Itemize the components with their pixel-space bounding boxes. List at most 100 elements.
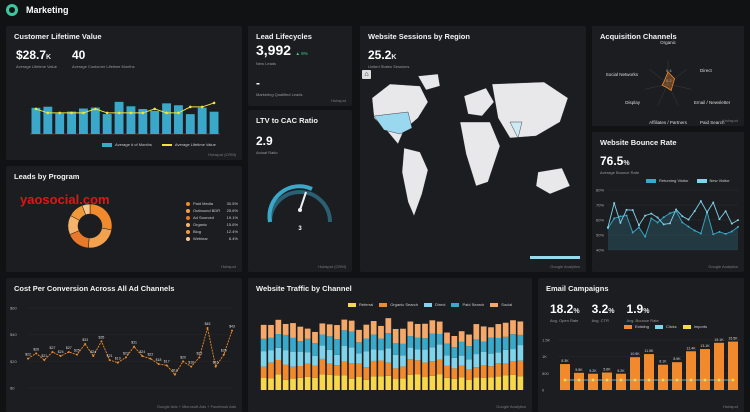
bounce-ytick: 70%: [596, 203, 604, 208]
cpc-data-label: $31: [131, 341, 137, 345]
gauge-track: [268, 190, 332, 223]
traffic-bar-segment: [422, 338, 428, 350]
leads-program-panel: Leads by Program yaosocial.com Paid Medi…: [6, 166, 242, 272]
map-usa: [373, 111, 413, 135]
bounce-point: [712, 233, 715, 236]
bounce-suffix: %: [623, 160, 630, 167]
traffic-bar-segment: [312, 355, 318, 366]
cpc-point: [198, 356, 201, 359]
traffic-bar-segment: [422, 362, 428, 378]
bounce-point: [724, 232, 727, 235]
cpc-point: [51, 351, 54, 353]
cpc-data-label: $21: [41, 354, 47, 358]
bounce-point: [718, 230, 721, 233]
traffic-bar-segment: [473, 339, 480, 355]
acq-label: Social Networks: [606, 72, 639, 77]
email-kpi-value: 3.2: [591, 302, 609, 316]
mql-value: -: [256, 76, 260, 90]
email-imports-point: [577, 378, 581, 382]
watermark-text: yaosocial.com: [20, 192, 110, 207]
clv-chart: [30, 101, 220, 135]
traffic-bar-segment: [290, 366, 296, 379]
bounce-chart: 80% 70% 60% 50% 40%: [596, 188, 739, 253]
cpc-data-label: $25: [74, 349, 80, 353]
cpc-data-label: $16: [213, 361, 219, 365]
traffic-bar-segment: [488, 366, 494, 378]
clv-kpi-2-label: Average Customer Lifetime Months: [72, 64, 135, 69]
bounce-point: [625, 214, 628, 217]
gauge-fill: [267, 184, 313, 223]
legend-pct: 30.5%: [226, 201, 238, 206]
traffic-bar-segment: [429, 361, 436, 376]
traffic-bar-segment: [458, 331, 465, 342]
clv-point: [165, 111, 168, 115]
bounce-point: [625, 208, 628, 211]
gauge-value: 3: [298, 226, 302, 232]
cpc-point: [133, 345, 136, 348]
traffic-bar-segment: [517, 334, 524, 346]
clv-point: [153, 107, 156, 111]
traffic-bar-segment: [275, 359, 282, 375]
traffic-bar-segment: [422, 323, 428, 339]
sessions-suffix: K: [391, 54, 397, 61]
acq-label: Email / Newsletter: [694, 100, 731, 105]
acq-ring-label: 0.4: [666, 68, 672, 73]
traffic-bar-segment: [488, 377, 494, 390]
clv-point: [94, 107, 97, 111]
acq-spoke: [644, 83, 669, 90]
clv-point: [212, 101, 216, 105]
traffic-bar-segment: [451, 357, 458, 369]
traffic-bar-segment: [370, 321, 377, 335]
home-icon[interactable]: ⌂: [362, 70, 371, 79]
traffic-bar-segment: [414, 360, 421, 375]
marketing-logo-icon: [6, 4, 18, 16]
cpc-data-label: $10: [172, 369, 178, 373]
top-bar: Marketing: [0, 0, 750, 20]
traffic-bar-segment: [429, 375, 436, 390]
cpc-point: [182, 360, 185, 363]
traffic-bar-segment: [400, 355, 406, 367]
bounce-point: [656, 221, 659, 224]
bounce-kpi: 76.5% Average Bounce Rate: [600, 152, 639, 175]
traffic-bar-segment: [341, 346, 348, 362]
cpc-data-label: $24: [58, 350, 64, 354]
traffic-bar-segment: [385, 375, 392, 390]
cpc-data-label: $16: [188, 361, 194, 365]
acq-label: Affiliates / Partners: [649, 120, 687, 125]
cpc-point: [206, 327, 209, 329]
traffic-bar-segment: [517, 321, 524, 335]
clv-bar: [31, 107, 41, 134]
clv-bar: [114, 101, 124, 134]
leads-program-legend-item: Webinar 6.4%: [186, 235, 238, 242]
clv-bar: [55, 113, 65, 134]
clv-bar: [150, 110, 160, 134]
bounce-legend-returning: Returning Visitor: [646, 178, 689, 183]
bounce-point: [637, 224, 640, 227]
traffic-bar-segment: [348, 363, 355, 379]
bounce-line-new: [607, 200, 739, 228]
clv-bar: [67, 111, 76, 134]
traffic-bar-segment: [385, 333, 392, 349]
bounce-value: 76.5: [600, 154, 624, 168]
email-bar: [574, 372, 584, 390]
traffic-legend-item: Referral: [348, 302, 373, 307]
traffic-bar-segment: [341, 361, 348, 376]
traffic-bar-segment: [495, 324, 502, 338]
traffic-bar-segment: [429, 347, 436, 362]
traffic-bar-segment: [370, 349, 377, 361]
bounce-point: [718, 218, 721, 221]
bounce-point: [631, 209, 634, 212]
traffic-bar-segment: [319, 334, 326, 346]
email-bar-label: 12.4K: [686, 346, 696, 350]
gauge-needle: [299, 191, 307, 211]
email-bar-label: 5.6K: [603, 368, 611, 372]
sessions-label: United States Sessions: [368, 64, 410, 69]
traffic-title: Website Traffic by Channel: [256, 284, 352, 293]
acquisition-source: Hubspot: [723, 118, 738, 123]
bounce-label: Average Bounce Rate: [600, 170, 640, 175]
clv-point: [177, 111, 180, 115]
bounce-legend-new: New Visitor: [696, 178, 730, 183]
cpc-point: [124, 356, 127, 359]
cpc-data-label: $23: [123, 351, 129, 355]
cpc-data-label: $27: [50, 346, 56, 350]
